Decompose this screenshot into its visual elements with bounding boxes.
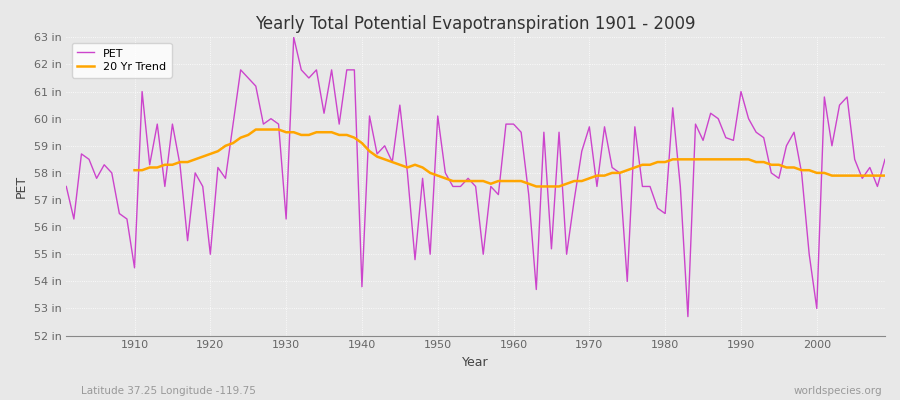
PET [682,314,693,319]
Text: worldspecies.org: worldspecies.org [794,386,882,396]
20 Yr Trend [281,130,292,135]
PET [879,157,890,162]
20 Yr Trend [250,127,261,132]
PET [516,130,526,135]
PET [122,216,132,221]
PET [288,35,299,40]
PET [607,165,617,170]
X-axis label: Year: Year [463,356,489,369]
20 Yr Trend [311,130,322,135]
Title: Yearly Total Potential Evapotranspiration 1901 - 2009: Yearly Total Potential Evapotranspiratio… [256,15,696,33]
PET [296,68,307,72]
20 Yr Trend [531,184,542,189]
20 Yr Trend [129,168,140,172]
PET [341,68,352,72]
Line: 20 Yr Trend: 20 Yr Trend [134,130,885,186]
Legend: PET, 20 Yr Trend: PET, 20 Yr Trend [72,43,172,78]
20 Yr Trend [879,173,890,178]
PET [61,184,72,189]
20 Yr Trend [591,173,602,178]
PET [508,122,519,126]
Y-axis label: PET: PET [15,175,28,198]
20 Yr Trend [834,173,845,178]
Line: PET: PET [67,37,885,317]
Text: Latitude 37.25 Longitude -119.75: Latitude 37.25 Longitude -119.75 [81,386,256,396]
20 Yr Trend [523,181,534,186]
20 Yr Trend [857,173,868,178]
